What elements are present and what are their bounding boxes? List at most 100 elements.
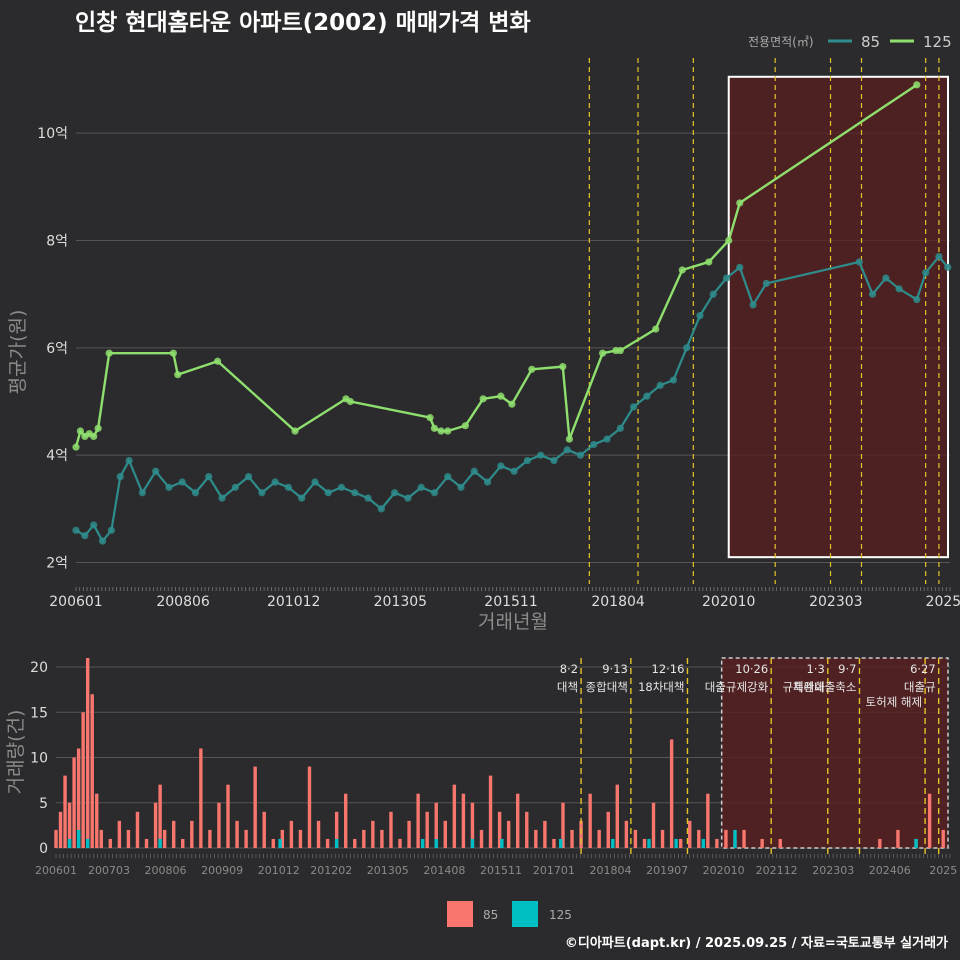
bar-85	[190, 820, 194, 848]
vol-y-tick-4: 20	[30, 660, 48, 676]
bar-85	[389, 811, 393, 848]
point-125	[497, 392, 505, 400]
bar-85	[941, 829, 945, 848]
y-tick-label-1: 4억	[46, 448, 68, 464]
bar-85	[253, 766, 257, 848]
point-125	[291, 427, 299, 435]
bar-85	[570, 829, 574, 848]
point-85	[444, 473, 452, 481]
bar-85	[67, 802, 72, 848]
bar-85	[927, 793, 932, 848]
legend-bottom: 85 125	[447, 901, 572, 927]
point-85	[205, 473, 213, 481]
bar-85	[742, 829, 746, 848]
bar-85	[724, 829, 728, 848]
point-85	[576, 451, 585, 459]
bar-125	[434, 838, 438, 848]
vol-x-tick-12: 202010	[703, 864, 745, 877]
policy-date-4: 1·3	[806, 662, 824, 676]
x-tick-label-8: 2025	[926, 594, 960, 610]
point-125	[565, 435, 574, 443]
point-85	[298, 494, 306, 502]
vol-x-tick-14: 202303	[812, 864, 854, 877]
bar-85	[525, 811, 529, 848]
y-tick-label-2: 6억	[46, 341, 68, 357]
bar-85	[99, 829, 103, 848]
bar-85	[63, 775, 67, 848]
point-85	[483, 478, 492, 486]
bar-85	[153, 802, 158, 848]
point-85	[882, 274, 890, 282]
bar-125	[334, 838, 339, 848]
bar-85	[262, 811, 266, 848]
y-tick-label-4: 10억	[37, 126, 68, 142]
legend-title: 전용면적(㎡)	[748, 35, 814, 49]
bar-85	[416, 793, 420, 848]
bar-85	[298, 829, 303, 848]
point-125	[705, 258, 713, 266]
bar-85	[181, 838, 185, 848]
vol-x-tick-3: 200909	[201, 864, 243, 877]
point-85	[178, 478, 186, 486]
bar-85	[579, 820, 583, 848]
vol-highlight-box	[720, 657, 949, 849]
point-85	[669, 376, 678, 384]
point-125	[913, 81, 921, 89]
bar-85	[334, 811, 339, 848]
bar-85	[896, 829, 900, 848]
vol-y-tick-0: 0	[39, 841, 48, 857]
point-85	[696, 312, 704, 320]
x-tick-label-1: 200806	[156, 594, 210, 610]
policy-label-2: 18차대책	[638, 680, 684, 694]
vol-y-tick-2: 10	[30, 751, 48, 767]
x-tick-label-2: 201012	[267, 594, 320, 610]
point-85	[944, 263, 952, 271]
bar-85	[425, 811, 429, 848]
bar-85	[669, 739, 674, 848]
point-85	[590, 440, 598, 449]
bar-85	[479, 829, 484, 848]
bar-125	[647, 838, 651, 848]
point-85	[749, 301, 757, 309]
bar-85	[144, 838, 149, 848]
point-85	[855, 258, 863, 266]
bar-85	[398, 838, 402, 848]
bar-85	[443, 820, 447, 848]
point-85	[510, 467, 518, 475]
bar-125	[674, 838, 678, 848]
bar-85	[497, 811, 502, 848]
bar-85	[552, 838, 556, 848]
volume-panel: 0 5 10 15 20 200601 200703 200806 200909 201012 20…	[30, 657, 957, 877]
point-125	[528, 365, 536, 373]
vol-x-tick-7: 201408	[423, 864, 465, 877]
bar-85	[461, 793, 466, 848]
bar-85	[624, 820, 629, 848]
volume-y-axis-title: 거래량(건)	[5, 710, 27, 795]
point-85	[165, 483, 173, 491]
point-125	[90, 432, 98, 440]
point-85	[656, 381, 664, 390]
policy-date-2: 12·16	[652, 662, 685, 676]
bar-85	[642, 838, 647, 848]
bar-85	[108, 838, 113, 848]
point-85	[81, 532, 89, 540]
point-85	[116, 473, 124, 481]
bar-85	[760, 838, 764, 848]
y-tick-label-3: 8억	[46, 233, 68, 249]
bar-85	[95, 793, 99, 848]
point-85	[683, 344, 691, 352]
bar-85	[208, 829, 212, 848]
bar-85	[316, 820, 321, 848]
point-85	[537, 451, 545, 459]
point-85	[377, 505, 385, 513]
bar-85	[81, 712, 85, 848]
vol-y-tick-1: 5	[39, 796, 48, 812]
point-125	[426, 414, 434, 422]
bar-85	[706, 793, 710, 848]
point-85	[935, 252, 943, 261]
bar-85	[516, 793, 520, 848]
point-85	[497, 462, 505, 470]
legend-bar-label-85: 85	[483, 908, 498, 922]
legend-bar-swatch-125	[512, 901, 538, 927]
